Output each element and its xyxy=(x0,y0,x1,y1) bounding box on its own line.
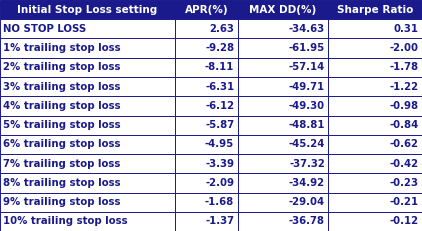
Text: -2.09: -2.09 xyxy=(205,178,234,188)
Text: -9.28: -9.28 xyxy=(205,43,234,53)
Bar xyxy=(328,173,422,192)
Text: -5.87: -5.87 xyxy=(205,120,234,130)
Text: -0.23: -0.23 xyxy=(390,178,419,188)
Text: -4.95: -4.95 xyxy=(205,139,234,149)
Bar xyxy=(238,212,328,231)
Bar xyxy=(0,39,175,58)
Bar xyxy=(175,77,238,96)
Bar xyxy=(328,77,422,96)
Bar xyxy=(0,212,175,231)
Text: 7% trailing stop loss: 7% trailing stop loss xyxy=(3,159,121,169)
Text: 5% trailing stop loss: 5% trailing stop loss xyxy=(3,120,121,130)
Bar xyxy=(238,0,328,19)
Bar xyxy=(328,192,422,212)
Text: 9% trailing stop loss: 9% trailing stop loss xyxy=(3,197,121,207)
Text: -0.21: -0.21 xyxy=(390,197,419,207)
Text: -0.98: -0.98 xyxy=(390,101,419,111)
Bar xyxy=(175,192,238,212)
Text: NO STOP LOSS: NO STOP LOSS xyxy=(3,24,87,34)
Bar xyxy=(175,96,238,116)
Bar xyxy=(0,0,175,19)
Bar xyxy=(175,0,238,19)
Bar xyxy=(328,135,422,154)
Bar xyxy=(175,19,238,39)
Text: -6.31: -6.31 xyxy=(205,82,234,92)
Text: 0.31: 0.31 xyxy=(394,24,419,34)
Bar xyxy=(0,173,175,192)
Text: -57.14: -57.14 xyxy=(289,62,325,72)
Bar xyxy=(238,154,328,173)
Bar xyxy=(175,173,238,192)
Bar xyxy=(238,192,328,212)
Bar xyxy=(238,135,328,154)
Text: 4% trailing stop loss: 4% trailing stop loss xyxy=(3,101,121,111)
Text: -34.92: -34.92 xyxy=(289,178,325,188)
Text: -34.63: -34.63 xyxy=(289,24,325,34)
Bar xyxy=(175,58,238,77)
Text: -1.68: -1.68 xyxy=(205,197,234,207)
Text: -0.84: -0.84 xyxy=(390,120,419,130)
Text: 6% trailing stop loss: 6% trailing stop loss xyxy=(3,139,121,149)
Bar xyxy=(175,154,238,173)
Text: -1.22: -1.22 xyxy=(390,82,419,92)
Text: 2% trailing stop loss: 2% trailing stop loss xyxy=(3,62,121,72)
Bar xyxy=(0,135,175,154)
Text: 8% trailing stop loss: 8% trailing stop loss xyxy=(3,178,121,188)
Text: -0.12: -0.12 xyxy=(390,216,419,226)
Text: -61.95: -61.95 xyxy=(289,43,325,53)
Bar xyxy=(328,39,422,58)
Text: 10% trailing stop loss: 10% trailing stop loss xyxy=(3,216,128,226)
Bar xyxy=(328,116,422,135)
Bar xyxy=(238,19,328,39)
Bar xyxy=(328,19,422,39)
Text: 3% trailing stop loss: 3% trailing stop loss xyxy=(3,82,121,92)
Text: -29.04: -29.04 xyxy=(289,197,325,207)
Text: -2.00: -2.00 xyxy=(390,43,419,53)
Bar xyxy=(0,154,175,173)
Bar xyxy=(0,19,175,39)
Text: -0.42: -0.42 xyxy=(390,159,419,169)
Bar xyxy=(175,116,238,135)
Text: -37.32: -37.32 xyxy=(289,159,325,169)
Text: APR(%): APR(%) xyxy=(184,5,228,15)
Bar xyxy=(0,58,175,77)
Text: -3.39: -3.39 xyxy=(205,159,234,169)
Bar xyxy=(0,77,175,96)
Bar xyxy=(328,154,422,173)
Bar xyxy=(238,77,328,96)
Text: -1.37: -1.37 xyxy=(205,216,234,226)
Bar xyxy=(328,58,422,77)
Bar xyxy=(328,212,422,231)
Text: -8.11: -8.11 xyxy=(205,62,234,72)
Bar xyxy=(0,96,175,116)
Bar xyxy=(238,96,328,116)
Bar xyxy=(175,135,238,154)
Bar xyxy=(238,173,328,192)
Text: -49.71: -49.71 xyxy=(289,82,325,92)
Bar xyxy=(175,212,238,231)
Bar xyxy=(238,58,328,77)
Bar xyxy=(0,192,175,212)
Bar xyxy=(328,0,422,19)
Bar xyxy=(0,116,175,135)
Bar xyxy=(175,39,238,58)
Bar xyxy=(238,39,328,58)
Text: MAX DD(%): MAX DD(%) xyxy=(249,5,316,15)
Bar xyxy=(328,96,422,116)
Text: -36.78: -36.78 xyxy=(289,216,325,226)
Text: -6.12: -6.12 xyxy=(205,101,234,111)
Text: Initial Stop Loss setting: Initial Stop Loss setting xyxy=(17,5,158,15)
Text: -49.30: -49.30 xyxy=(289,101,325,111)
Text: -45.24: -45.24 xyxy=(289,139,325,149)
Bar xyxy=(238,116,328,135)
Text: -1.78: -1.78 xyxy=(390,62,419,72)
Text: -48.81: -48.81 xyxy=(289,120,325,130)
Text: -0.62: -0.62 xyxy=(390,139,419,149)
Text: Sharpe Ratio: Sharpe Ratio xyxy=(337,5,413,15)
Text: 2.63: 2.63 xyxy=(209,24,234,34)
Text: 1% trailing stop loss: 1% trailing stop loss xyxy=(3,43,121,53)
